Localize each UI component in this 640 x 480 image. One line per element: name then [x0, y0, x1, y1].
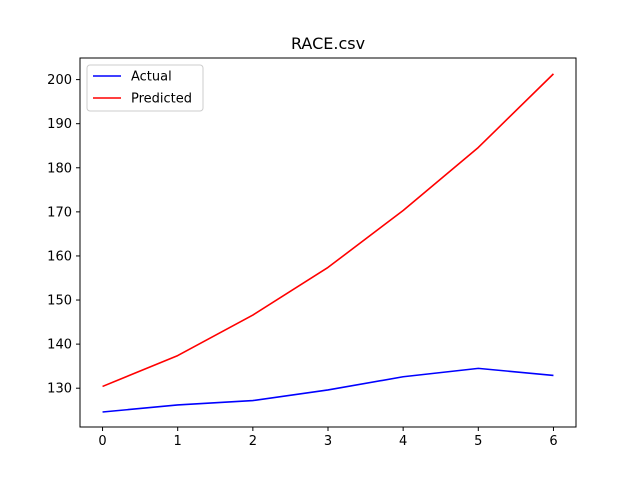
- x-tick-label: 2: [249, 434, 257, 449]
- y-tick-label: 130: [47, 382, 72, 397]
- plot-area: [79, 57, 577, 428]
- axes: 0 1 2 3 4 5 6 130 140 150 160 170 180 190 200: [47, 73, 557, 449]
- chart-title: RACE.csv: [291, 34, 365, 53]
- plot-frame: [79, 57, 577, 428]
- legend-label-actual: Actual: [131, 70, 172, 85]
- x-tick-label: 3: [324, 434, 332, 449]
- x-tick-label: 0: [98, 434, 106, 449]
- x-tick-label: 1: [174, 434, 182, 449]
- y-tick-label: 180: [47, 161, 72, 176]
- x-tick-label: 6: [549, 434, 557, 449]
- x-tick-label: 4: [399, 434, 407, 449]
- y-tick-label: 160: [47, 249, 72, 264]
- y-tick-label: 190: [47, 117, 72, 132]
- y-tick-label: 150: [47, 294, 72, 309]
- x-tick-label: 5: [474, 434, 482, 449]
- y-tick-label: 200: [47, 73, 72, 88]
- series-group: [102, 73, 555, 413]
- series-line-actual: [102, 367, 554, 413]
- legend-label-predicted: Predicted: [131, 92, 192, 107]
- legend: Actual Predicted: [86, 64, 204, 112]
- series-line-predicted: [102, 73, 555, 388]
- y-tick-label: 170: [47, 205, 72, 220]
- y-tick-label: 140: [47, 338, 72, 353]
